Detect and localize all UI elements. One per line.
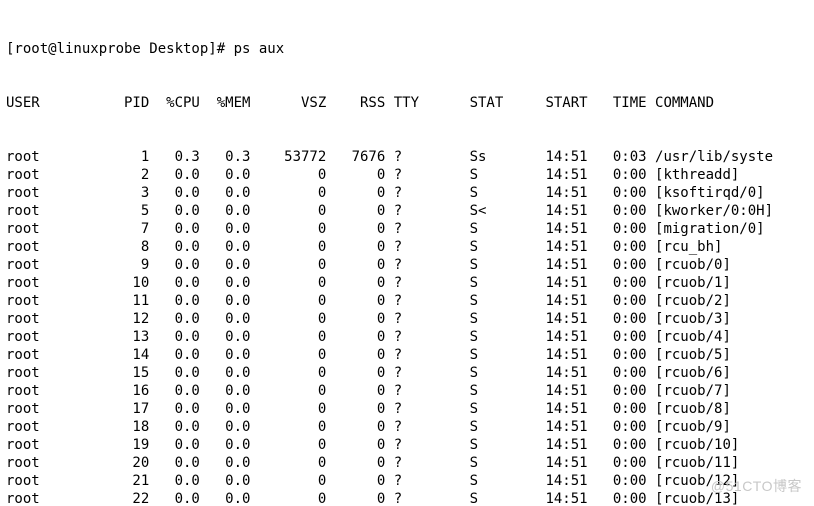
process-row: root 22 0.0 0.0 0 0 ? S 14:51 0:00 [rcuo… bbox=[6, 490, 808, 506]
process-row: root 15 0.0 0.0 0 0 ? S 14:51 0:00 [rcuo… bbox=[6, 364, 808, 382]
process-row: root 3 0.0 0.0 0 0 ? S 14:51 0:00 [ksoft… bbox=[6, 184, 808, 202]
process-row: root 14 0.0 0.0 0 0 ? S 14:51 0:00 [rcuo… bbox=[6, 346, 808, 364]
process-row: root 7 0.0 0.0 0 0 ? S 14:51 0:00 [migra… bbox=[6, 220, 808, 238]
watermark-text: @51CTO博客 bbox=[711, 476, 802, 496]
process-row: root 21 0.0 0.0 0 0 ? S 14:51 0:00 [rcuo… bbox=[6, 472, 808, 490]
process-row: root 8 0.0 0.0 0 0 ? S 14:51 0:00 [rcu_b… bbox=[6, 238, 808, 256]
ps-header-row: USER PID %CPU %MEM VSZ RSS TTY STAT STAR… bbox=[6, 94, 808, 112]
process-row: root 10 0.0 0.0 0 0 ? S 14:51 0:00 [rcuo… bbox=[6, 274, 808, 292]
process-row: root 20 0.0 0.0 0 0 ? S 14:51 0:00 [rcuo… bbox=[6, 454, 808, 472]
process-row: root 13 0.0 0.0 0 0 ? S 14:51 0:00 [rcuo… bbox=[6, 328, 808, 346]
terminal-output: [root@linuxprobe Desktop]# ps aux USER P… bbox=[0, 0, 814, 506]
process-row: root 17 0.0 0.0 0 0 ? S 14:51 0:00 [rcuo… bbox=[6, 400, 808, 418]
process-row: root 1 0.3 0.3 53772 7676 ? Ss 14:51 0:0… bbox=[6, 148, 808, 166]
ps-body: root 1 0.3 0.3 53772 7676 ? Ss 14:51 0:0… bbox=[6, 148, 808, 506]
process-row: root 9 0.0 0.0 0 0 ? S 14:51 0:00 [rcuob… bbox=[6, 256, 808, 274]
process-row: root 11 0.0 0.0 0 0 ? S 14:51 0:00 [rcuo… bbox=[6, 292, 808, 310]
prompt-line: [root@linuxprobe Desktop]# ps aux bbox=[6, 40, 808, 58]
process-row: root 18 0.0 0.0 0 0 ? S 14:51 0:00 [rcuo… bbox=[6, 418, 808, 436]
process-row: root 12 0.0 0.0 0 0 ? S 14:51 0:00 [rcuo… bbox=[6, 310, 808, 328]
process-row: root 16 0.0 0.0 0 0 ? S 14:51 0:00 [rcuo… bbox=[6, 382, 808, 400]
process-row: root 2 0.0 0.0 0 0 ? S 14:51 0:00 [kthre… bbox=[6, 166, 808, 184]
process-row: root 5 0.0 0.0 0 0 ? S< 14:51 0:00 [kwor… bbox=[6, 202, 808, 220]
process-row: root 19 0.0 0.0 0 0 ? S 14:51 0:00 [rcuo… bbox=[6, 436, 808, 454]
